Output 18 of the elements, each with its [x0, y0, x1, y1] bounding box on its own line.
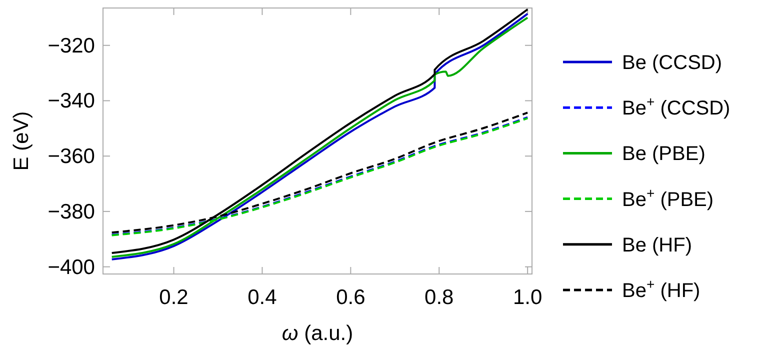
- legend-label: Be$^{+}$ (CCSD): [622, 94, 730, 120]
- x-tick-label: 0.8: [424, 286, 454, 309]
- legend-label: Be$^{+}$ (PBE): [622, 184, 714, 211]
- x-axis-title: ω (a.u.): [282, 322, 354, 345]
- y-tick-label: −340: [48, 90, 95, 113]
- x-tick-label: 1.0: [512, 286, 542, 309]
- y-axis-title: E (eV): [10, 111, 33, 171]
- legend-label: Be (CCSD): [622, 52, 722, 74]
- x-tick-label: 0.2: [159, 286, 188, 309]
- x-tick-label: 0.6: [336, 286, 366, 309]
- y-tick-label: −360: [48, 145, 95, 168]
- y-tick-label: −380: [48, 200, 95, 224]
- y-tick-label: −400: [48, 256, 95, 279]
- legend-label: Be (PBE): [622, 143, 706, 166]
- y-tick-label: −320: [48, 34, 95, 58]
- x-tick-label: 0.4: [248, 286, 278, 309]
- legend-label: Be$^{+}$ (HF): [622, 276, 700, 302]
- legend-label: Be (HF): [622, 234, 692, 256]
